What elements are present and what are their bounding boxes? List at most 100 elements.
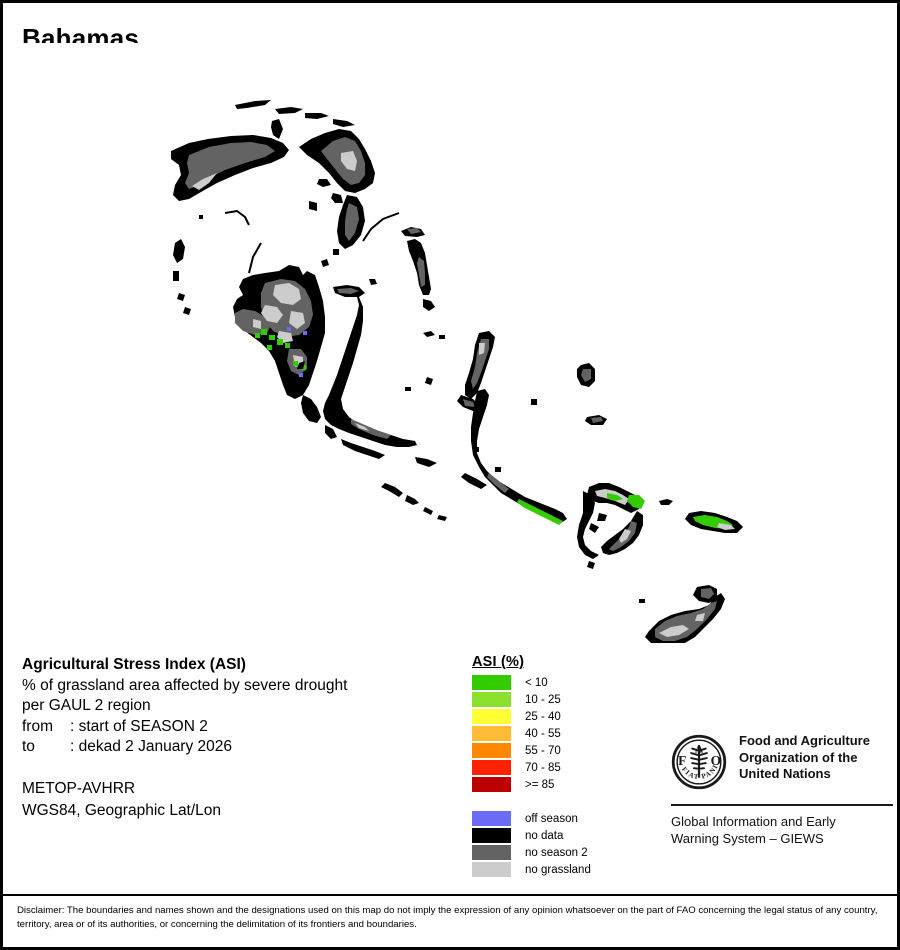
period-from-key: from — [22, 717, 53, 735]
exuma-cay-west — [297, 361, 305, 369]
fao-org-line-1: Food and Agriculture — [739, 733, 870, 748]
abaco-south-no-season2 — [345, 203, 359, 241]
legend-swatch-no-season-2 — [472, 845, 511, 860]
grand-bahama-no-grassland — [192, 173, 217, 190]
eleuthera-south-cay — [423, 299, 435, 311]
bimini-mid — [173, 271, 179, 281]
period-from-value: : start of SEASON 2 — [70, 717, 208, 735]
fao-divider — [671, 804, 893, 806]
legend-row-asi-2: 25 - 40 — [472, 708, 591, 725]
legend-label-no-grassland: no grassland — [525, 863, 591, 876]
andros-ng-3 — [289, 311, 305, 329]
map-background — [3, 43, 897, 643]
legend-row-special-2: no season 2 — [472, 844, 591, 861]
legend-row-special-0: off season — [472, 810, 591, 827]
island-group-northwest-cays — [235, 100, 355, 139]
bank-edge-3 — [248, 242, 262, 274]
legend-row-asi-6: >= 85 — [472, 776, 591, 793]
great-inagua-speck — [639, 599, 645, 603]
legend-label-asi-6: >= 85 — [525, 778, 555, 791]
exuma-south-bank — [341, 439, 385, 459]
great-inagua-no-grassland-2 — [695, 613, 705, 621]
long-island-no-season2 — [487, 473, 509, 493]
eleuthera-no-season2 — [417, 257, 425, 287]
fao-letter-f: F — [678, 753, 686, 768]
andros-asi-green-5 — [255, 333, 260, 338]
meta-spacer — [22, 758, 452, 778]
new-providence-no-season2 — [337, 288, 359, 294]
fao-logo: F A O FIAT PANIS — [668, 728, 727, 795]
bank-edge-2 — [362, 212, 400, 242]
exuma-chain-outline — [323, 293, 417, 447]
speck-5 — [531, 399, 537, 405]
speck-7 — [495, 467, 501, 472]
fao-branding-block: F A O FIAT PANIS Food and Agriculture Or… — [668, 728, 893, 847]
san-salvador-no-season2 — [581, 369, 591, 382]
cay-3 — [305, 113, 329, 119]
island-cat — [457, 331, 495, 411]
bimini-north — [173, 239, 185, 263]
exuma-no-grassland — [355, 423, 369, 431]
fao-logo-row: F A O FIAT PANIS Food and Agriculture Or… — [668, 728, 893, 795]
cay-4 — [333, 119, 355, 127]
legend-swatch-asi-2 — [472, 709, 511, 724]
ragged-cay-1 — [381, 483, 403, 497]
crooked-island-asi-green — [607, 493, 623, 501]
fao-org-name: Food and Agriculture Organization of the… — [739, 733, 870, 783]
andros-asi-green-3 — [277, 339, 283, 345]
island-abaco — [299, 129, 375, 249]
abaco-cay-b — [331, 193, 343, 203]
andros-ng-5 — [253, 319, 261, 329]
island-exuma-chain — [297, 293, 437, 467]
sensor-label: METOP-AVHRR — [22, 779, 136, 797]
legend-label-asi-5: 70 - 85 — [525, 761, 561, 774]
acklins-asi-green-north — [627, 495, 645, 509]
andros-off-season-1 — [303, 331, 307, 335]
legend-row-special-3: no grassland — [472, 861, 591, 878]
abaco-no-grassland — [341, 151, 357, 171]
cay-2 — [275, 107, 303, 114]
long-island-outline — [471, 389, 567, 523]
period-to-key: to — [22, 738, 35, 755]
giews-line-1: Global Information and Early — [671, 814, 836, 829]
asi-legend: ASI (%) < 10 10 - 25 25 - 40 40 - 55 55 … — [472, 654, 591, 878]
ragged-cay-2 — [405, 495, 419, 505]
disclaimer-separator — [3, 894, 897, 896]
crooked-west-arc — [577, 491, 599, 559]
fao-emblem-icon: F A O FIAT PANIS — [668, 728, 727, 790]
legend-row-asi-0: < 10 — [472, 674, 591, 691]
map-metadata-block: Agricultural Stress Index (ASI) % of gra… — [22, 655, 452, 822]
andros-asi-green-7 — [293, 361, 298, 366]
exuma-far-cay — [415, 457, 437, 467]
speck-3 — [425, 377, 433, 385]
andros-asi-green-6 — [267, 345, 272, 350]
legend-label-asi-0: < 10 — [525, 676, 548, 689]
samana-cay-outline — [659, 499, 673, 505]
andros-off-season-2 — [287, 327, 291, 331]
legend-swatch-asi-3 — [472, 726, 511, 741]
cat-island-no-grassland — [479, 343, 485, 355]
andros-off-season-3 — [299, 373, 303, 377]
fao-logo-inner-circle — [676, 739, 722, 785]
asi-heading: Agricultural Stress Index (ASI) — [22, 656, 246, 673]
legend-swatch-no-grassland — [472, 862, 511, 877]
abaco-cay-c — [309, 201, 317, 211]
island-san-salvador — [577, 363, 607, 425]
island-new-providence — [333, 279, 377, 297]
andros-ng-2 — [261, 305, 283, 323]
bimini-cay-1 — [177, 293, 185, 301]
fao-logo-outer-circle — [671, 734, 727, 790]
little-inagua-no-season2 — [701, 588, 714, 599]
fao-wheat-left — [690, 747, 700, 770]
long-island-asi-green — [517, 499, 563, 525]
period-to: to: dekad 2 January 2026 — [22, 737, 452, 758]
andros-ng-1 — [273, 283, 301, 305]
island-crooked-acklins — [577, 483, 645, 569]
bimini-speck — [199, 215, 203, 219]
legend-spacer — [472, 793, 591, 810]
speck-2 — [439, 335, 445, 339]
island-great-inagua — [639, 593, 725, 643]
projection-label: WGS84, Geographic Lat/Lon — [22, 801, 222, 819]
berry-cay-2 — [333, 249, 339, 255]
